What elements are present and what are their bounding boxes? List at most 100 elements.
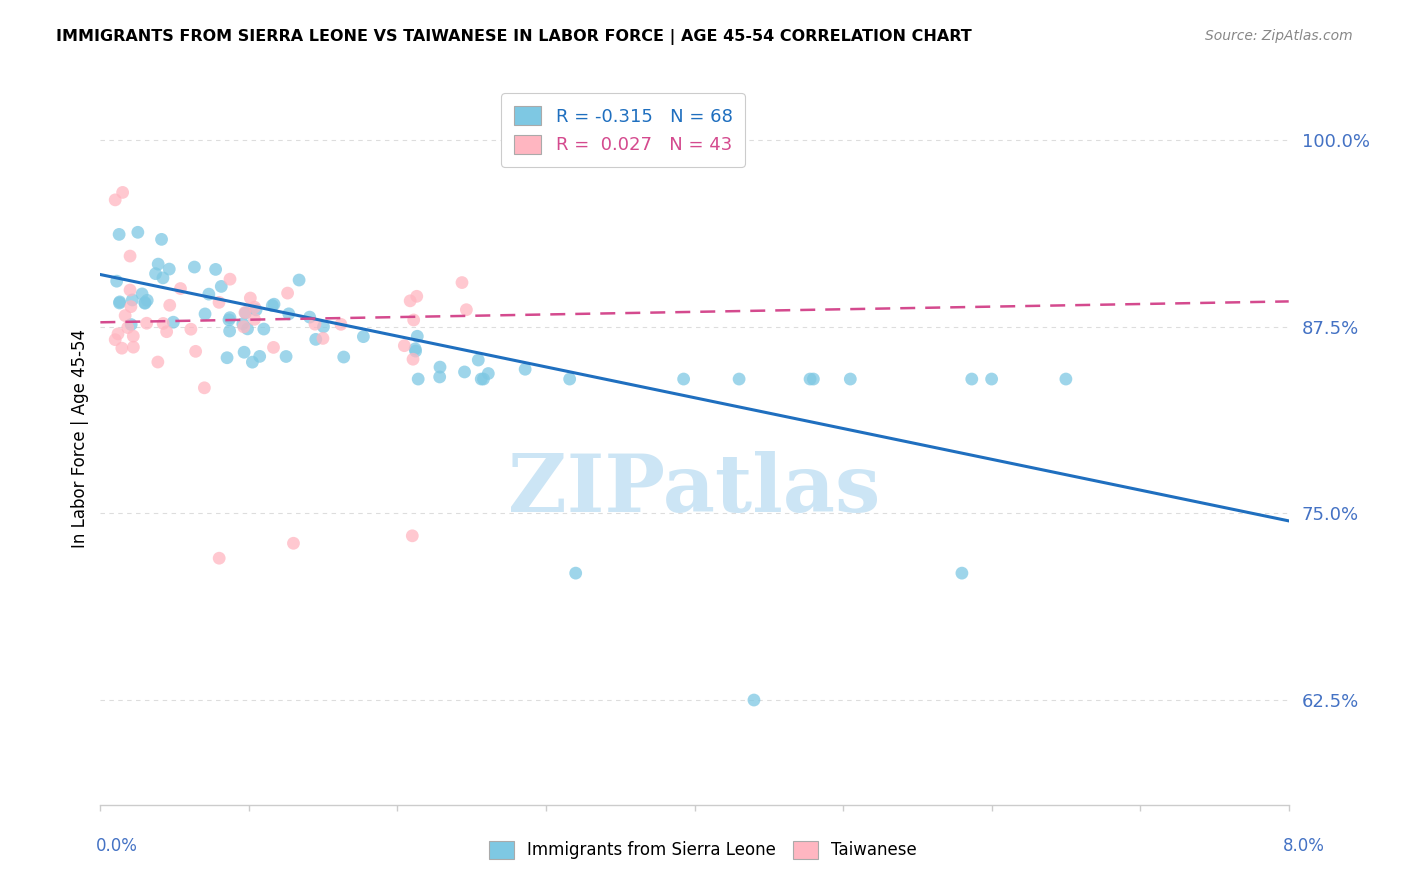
Point [235,306,257,320]
Point [152,317,174,331]
Point [208,551,231,566]
Point [298,310,321,325]
Point [405,344,427,359]
Point [399,293,422,308]
Point [456,302,478,317]
Text: Source: ZipAtlas.com: Source: ZipAtlas.com [1205,29,1353,44]
Point [159,298,181,312]
Point [263,340,285,354]
Point [150,232,173,246]
Point [193,381,215,395]
Point [114,309,136,323]
Point [232,319,254,334]
Point [169,281,191,295]
Point [304,317,326,331]
Point [980,372,1002,386]
Point [453,365,475,379]
Point [672,372,695,386]
Point [283,536,305,550]
Point [249,350,271,364]
Point [183,260,205,274]
Point [108,227,131,242]
Point [472,372,495,386]
Point [405,289,427,303]
Point [152,271,174,285]
Point [243,312,266,326]
Point [107,326,129,341]
Point [352,329,374,343]
Point [145,267,167,281]
Point [198,287,221,301]
Text: 0.0%: 0.0% [96,837,138,855]
Point [136,293,159,308]
Point [120,318,142,332]
Point [219,310,242,325]
Point [117,320,139,334]
Point [194,307,217,321]
Point [157,262,180,277]
Point [240,355,263,369]
Point [742,693,765,707]
Point [215,351,238,365]
Point [394,339,416,353]
Point [233,345,256,359]
Point [253,322,276,336]
Point [131,286,153,301]
Point [401,529,423,543]
Point [1054,372,1077,386]
Point [451,276,474,290]
Point [288,273,311,287]
Point [277,286,299,301]
Point [470,372,492,386]
Point [148,257,170,271]
Point [329,318,352,332]
Point [406,329,429,343]
Point [236,322,259,336]
Point [232,317,254,331]
Point [799,372,821,386]
Point [111,186,134,200]
Point [277,307,299,321]
Point [219,272,242,286]
Point [402,313,425,327]
Point [305,332,328,346]
Point [204,262,226,277]
Point [332,350,354,364]
Point [134,295,156,310]
Point [233,305,256,319]
Legend: R = -0.315   N = 68, R =  0.027   N = 43: R = -0.315 N = 68, R = 0.027 N = 43 [502,93,745,167]
Point [312,319,335,334]
Point [801,372,824,386]
Point [728,372,751,386]
Point [111,341,134,355]
Point [104,333,127,347]
Point [274,350,297,364]
Point [127,225,149,239]
Legend: Immigrants from Sierra Leone, Taiwanese: Immigrants from Sierra Leone, Taiwanese [481,832,925,868]
Point [564,566,586,581]
Point [477,367,499,381]
Point [120,249,142,263]
Point [105,274,128,288]
Point [558,372,581,386]
Point [209,279,232,293]
Point [243,300,266,314]
Point [122,329,145,343]
Point [239,291,262,305]
Point [208,295,231,310]
Point [262,299,284,313]
Point [120,300,142,314]
Text: 8.0%: 8.0% [1282,837,1324,855]
Point [218,313,240,327]
Point [108,294,131,309]
Text: IMMIGRANTS FROM SIERRA LEONE VS TAIWANESE IN LABOR FORCE | AGE 45-54 CORRELATION: IMMIGRANTS FROM SIERRA LEONE VS TAIWANES… [56,29,972,45]
Point [513,362,536,376]
Point [402,352,425,367]
Point [245,302,267,317]
Y-axis label: In Labor Force | Age 45-54: In Labor Force | Age 45-54 [72,329,89,549]
Point [404,342,426,356]
Point [960,372,983,386]
Point [312,331,335,345]
Point [134,296,156,310]
Point [135,316,157,330]
